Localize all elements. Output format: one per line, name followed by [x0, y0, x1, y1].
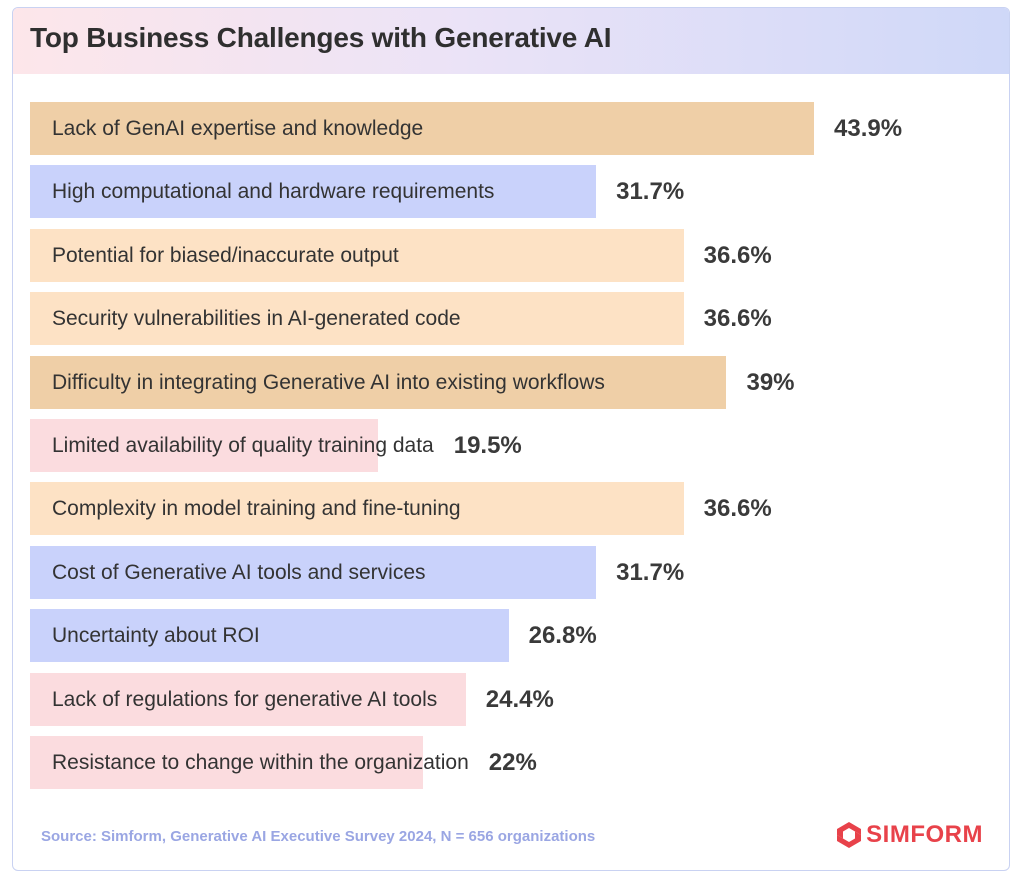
bar-chart: Lack of GenAI expertise and knowledge 43.…: [30, 102, 990, 798]
bar: [30, 736, 423, 789]
bar-row: Potential for biased/inaccurate output 36…: [30, 228, 990, 282]
bar: [30, 102, 814, 155]
header-banner: Top Business Challenges with Generative …: [13, 8, 1009, 74]
bar-label: Security vulnerabilities in AI-generated…: [52, 307, 461, 331]
simform-logo-icon: [837, 822, 862, 848]
source-note: Source: Simform, Generative AI Executive…: [41, 828, 596, 845]
bar-label: Complexity in model training and fine-tu…: [52, 497, 461, 521]
bar-value-label: 26.8%: [528, 622, 597, 650]
bar-label: Lack of GenAI expertise and knowledge: [52, 117, 424, 140]
page-title: Top Business Challenges with Generative …: [30, 22, 612, 53]
bar-value-label: 24.4%: [485, 685, 554, 713]
bar-value-label: 19.5%: [453, 432, 522, 459]
bar-value-label: 31.7%: [616, 558, 685, 586]
bar: [30, 482, 684, 536]
bar-row: Security vulnerabilities in AI-generated…: [30, 292, 990, 346]
bar: [30, 355, 727, 409]
bar-value-label: 36.6%: [703, 305, 772, 333]
bar-label: Difficulty in integrating Generative AI …: [52, 370, 605, 394]
chart-card: Top Business Challenges with Generative …: [12, 7, 1010, 871]
bar: [30, 292, 684, 346]
bar-value-label: 36.6%: [703, 495, 772, 523]
bar: [30, 419, 379, 472]
bar-row: High computational and hardware requirem…: [30, 165, 990, 219]
bar-label: Lack of regulations for generative AI to…: [52, 687, 438, 711]
bar-row: Lack of regulations for generative AI to…: [30, 672, 990, 726]
bar: [30, 672, 466, 726]
bar-row: Cost of Generative AI tools and services…: [30, 545, 990, 599]
bar: [30, 545, 597, 599]
bar-label: High computational and hardware requirem…: [52, 180, 495, 204]
bar-label: Potential for biased/inaccurate output: [52, 243, 399, 267]
bar: [30, 165, 597, 219]
bar-row: Resistance to change within the organiza…: [30, 736, 990, 789]
bar-row: Complexity in model training and fine-tu…: [30, 482, 990, 536]
bar-value-label: 39%: [746, 368, 795, 396]
bar-row: Limited availability of quality training…: [30, 419, 990, 472]
logo-text: SIMFORM: [866, 821, 983, 848]
simform-logo: SIMFORM: [836, 820, 983, 850]
bar-row: Difficulty in integrating Generative AI …: [30, 355, 990, 409]
bar-label: Limited availability of quality training…: [52, 434, 434, 457]
bar-value-label: 22%: [488, 749, 537, 776]
bar: [30, 609, 509, 663]
bar-label: Cost of Generative AI tools and services: [52, 560, 426, 584]
bar-row: Lack of GenAI expertise and knowledge 43.…: [30, 102, 990, 155]
bar-value-label: 31.7%: [616, 178, 685, 206]
bar-label: Resistance to change within the organiza…: [52, 751, 469, 774]
bar-row: Uncertainty about ROI 26.8%: [30, 609, 990, 663]
bar-label: Uncertainty about ROI: [52, 624, 260, 648]
bar-value-label: 36.6%: [703, 241, 772, 269]
bar-value-label: 43.9%: [834, 115, 903, 142]
bar: [30, 228, 684, 282]
